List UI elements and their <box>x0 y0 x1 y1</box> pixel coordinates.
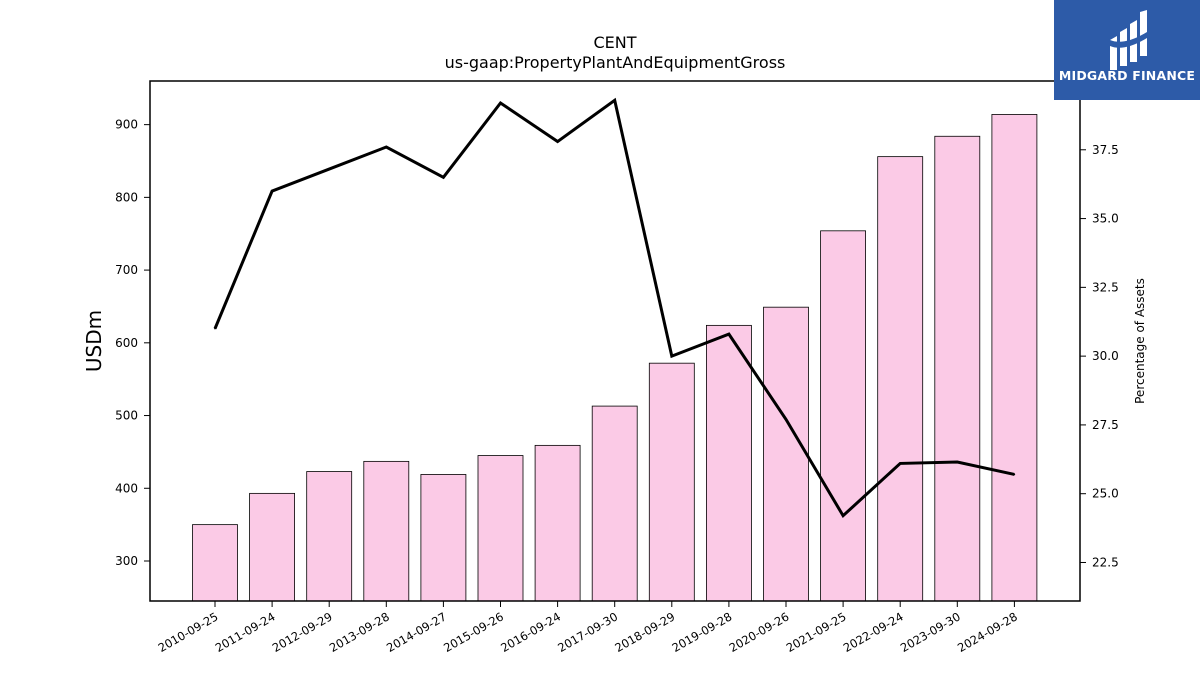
x-tick-label: 2015-09-26 <box>441 609 506 655</box>
y-right-tick-label: 22.5 <box>1092 555 1119 569</box>
brand-logo: MIDGARD FINANCE <box>1054 0 1200 100</box>
y-axis-label-right: Percentage of Assets <box>1133 278 1147 404</box>
x-tick-label: 2022-09-24 <box>841 609 906 655</box>
bar-2015-09-26 <box>477 455 524 602</box>
x-tick-label: 2023-09-30 <box>898 609 963 655</box>
y-left-tick-label: 300 <box>115 554 138 568</box>
chart-subtitle: us-gaap:PropertyPlantAndEquipmentGross <box>445 53 786 72</box>
y-right-tick-label: 25.0 <box>1092 487 1119 501</box>
line-point-2017-09-30 <box>613 99 616 102</box>
y-axis-right: 22.5 25.0 27.5 30.0 32.5 35.0 37.5 <box>1080 143 1119 569</box>
chart-title: CENT <box>593 33 636 52</box>
x-axis: 2010-09-252011-09-242012-09-292013-09-28… <box>156 601 1020 655</box>
y-left-tick-label: 800 <box>115 190 138 204</box>
bar-2018-09-29 <box>648 362 695 602</box>
bar-2013-09-28 <box>363 460 410 602</box>
bar-2021-09-25 <box>820 230 866 602</box>
line-point-2019-09-28 <box>728 333 730 335</box>
bar-2024-09-28 <box>991 114 1038 602</box>
y-axis-label-left: USDm <box>82 310 106 372</box>
line-point-2010-09-25 <box>214 327 216 330</box>
bar-2017-09-30 <box>591 405 638 602</box>
x-tick-label: 2021-09-25 <box>784 609 849 655</box>
y-left-tick-label: 400 <box>115 481 138 495</box>
brand-name: MIDGARD FINANCE <box>1058 68 1196 83</box>
line-point-2016-09-24 <box>556 140 559 143</box>
midgard-logo-icon <box>1110 10 1147 70</box>
line-point-2012-09-29 <box>328 168 331 170</box>
x-tick-label: 2012-09-29 <box>270 609 335 655</box>
line-point-2015-09-26 <box>499 102 502 104</box>
x-tick-label: 2013-09-28 <box>327 609 392 655</box>
line-point-2013-09-28 <box>385 146 388 148</box>
y-right-tick-label: 30.0 <box>1092 349 1119 363</box>
line-point-2022-09-24 <box>899 462 901 465</box>
y-left-tick-label: 700 <box>115 263 138 277</box>
line-point-2018-09-29 <box>671 355 673 357</box>
x-tick-label: 2014-09-27 <box>384 609 449 655</box>
bar-2022-09-24 <box>877 156 924 602</box>
bar-2011-09-24 <box>249 492 296 602</box>
y-right-tick-label: 35.0 <box>1092 212 1119 226</box>
line-series <box>213 97 1016 519</box>
bar-2014-09-27 <box>420 474 467 602</box>
line-point-2021-09-25 <box>842 514 844 517</box>
y-right-tick-label: 32.5 <box>1092 280 1119 294</box>
y-left-tick-label: 600 <box>115 336 138 350</box>
bar-series <box>192 114 1038 602</box>
y-axis-left: 300 400 500 600 700 800 900 <box>115 118 150 568</box>
x-tick-label: 2019-09-28 <box>670 609 735 655</box>
bar-2019-09-28 <box>706 324 752 602</box>
line-point-2023-09-30 <box>956 461 959 463</box>
bar-2016-09-24 <box>534 444 581 602</box>
x-tick-label: 2010-09-25 <box>156 609 221 655</box>
bar-2012-09-29 <box>306 471 353 602</box>
line-point-2011-09-24 <box>271 190 273 192</box>
y-right-tick-label: 27.5 <box>1092 418 1119 432</box>
bar-2020-09-26 <box>763 306 809 602</box>
bar-2010-09-25 <box>192 524 238 602</box>
y-left-tick-label: 900 <box>115 118 138 132</box>
x-tick-label: 2011-09-24 <box>213 609 278 655</box>
line-point-2014-09-27 <box>442 176 445 179</box>
line-point-2020-09-26 <box>785 418 787 421</box>
x-tick-label: 2016-09-24 <box>498 609 563 655</box>
x-tick-label: 2024-09-28 <box>955 609 1020 655</box>
x-tick-label: 2017-09-30 <box>555 609 620 655</box>
line-point-2024-09-28 <box>1013 473 1016 476</box>
x-tick-label: 2018-09-29 <box>612 609 677 655</box>
y-right-tick-label: 37.5 <box>1092 143 1119 157</box>
bar-2023-09-30 <box>934 135 981 602</box>
x-tick-label: 2020-09-26 <box>727 609 792 655</box>
y-left-tick-label: 500 <box>115 409 138 423</box>
